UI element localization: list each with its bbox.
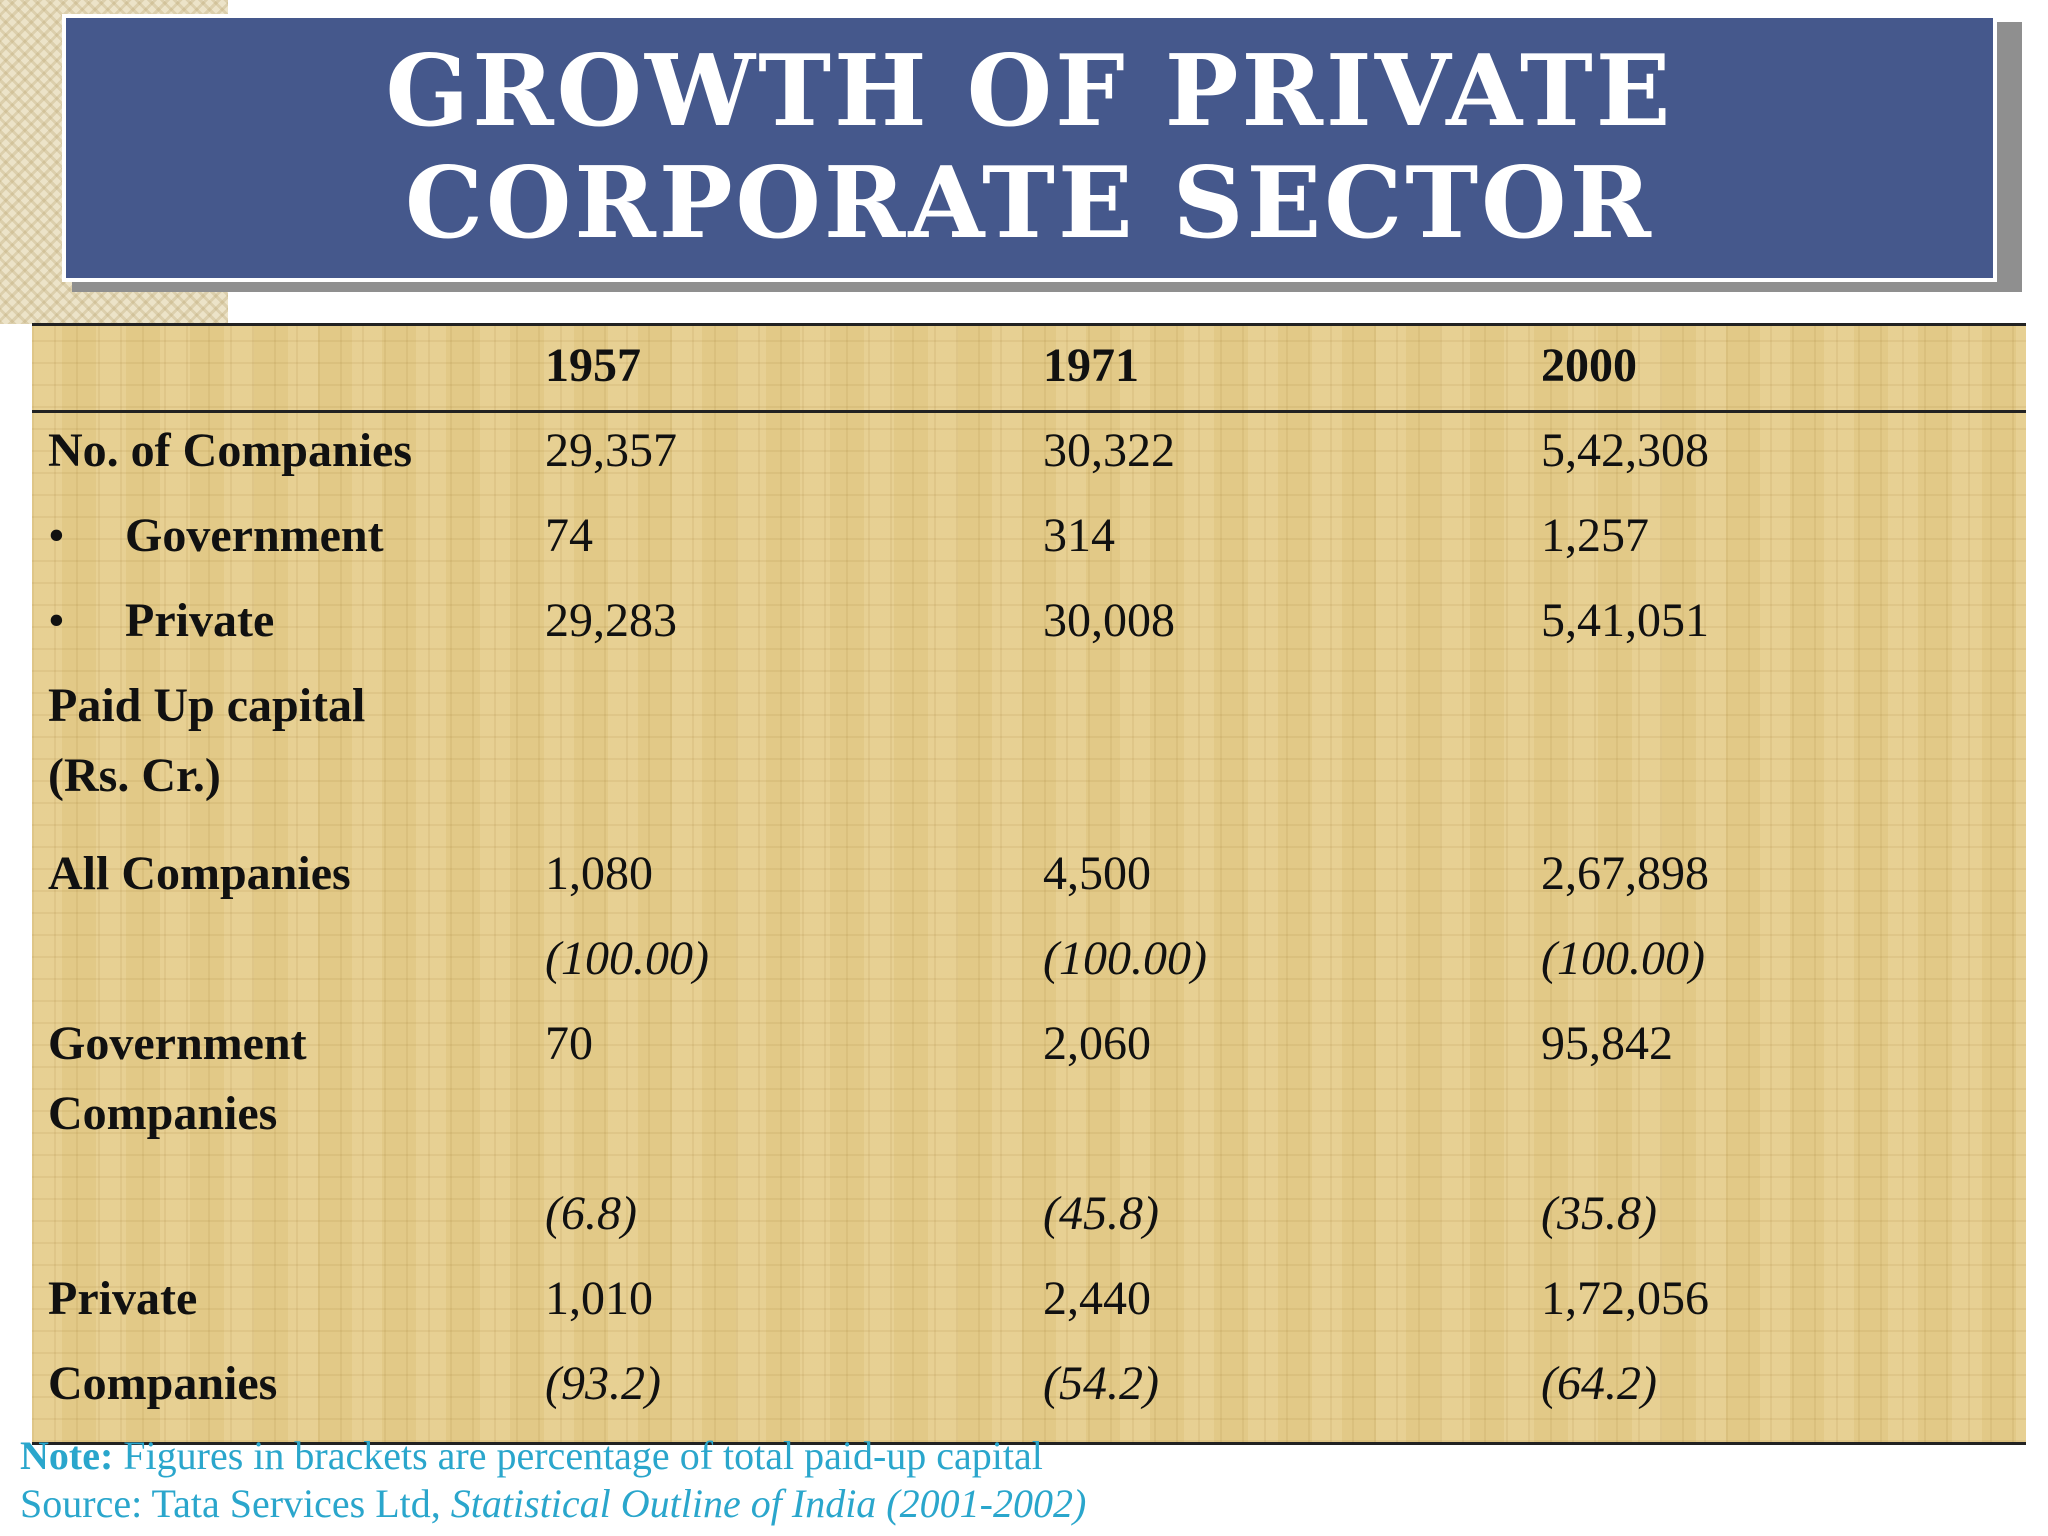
column-header-2000: 2000 <box>1541 339 1637 392</box>
row-label-private-companies: Private <box>48 1272 198 1325</box>
cell-gov-companies-pct-2000: (35.8) <box>1541 1187 1657 1240</box>
cell-all-companies-1971: 4,500 <box>1043 847 1151 900</box>
cell-private-1971: 30,008 <box>1043 594 1175 647</box>
slide-title: Growth of Private Corporate Sector <box>385 34 1674 261</box>
row-label-private: Private <box>125 594 275 647</box>
data-table <box>32 323 2026 1445</box>
title-banner: Growth of Private Corporate Sector <box>62 14 1997 282</box>
bullet-icon: • <box>48 594 65 647</box>
cell-private-companies-1971: 2,440 <box>1043 1272 1151 1325</box>
row-label-paid-up-unit: (Rs. Cr.) <box>48 749 221 802</box>
cell-gov-companies-1957: 70 <box>545 1017 593 1070</box>
cell-companies-2000: 5,42,308 <box>1541 424 1709 477</box>
bullet-icon: • <box>48 509 65 562</box>
footer-source: Source: Tata Services Ltd, Statistical O… <box>20 1480 1086 1528</box>
cell-gov-companies-2000: 95,842 <box>1541 1017 1673 1070</box>
cell-all-companies-pct-2000: (100.00) <box>1541 932 1705 985</box>
row-label-paid-up-capital: Paid Up capital <box>48 679 366 732</box>
column-header-1957: 1957 <box>545 339 641 392</box>
footer-note: Note: Figures in brackets are percentage… <box>20 1432 1043 1480</box>
row-label-government-companies-line2: Companies <box>48 1087 278 1140</box>
cell-private-companies-pct-2000: (64.2) <box>1541 1357 1657 1410</box>
header-divider <box>32 410 2026 413</box>
cell-private-companies-pct-1971: (54.2) <box>1043 1357 1159 1410</box>
cell-companies-1957: 29,357 <box>545 424 677 477</box>
row-label-companies: No. of Companies <box>48 424 413 477</box>
note-text: Figures in brackets are percentage of to… <box>113 1433 1043 1478</box>
row-label-all-companies: All Companies <box>48 847 351 900</box>
cell-all-companies-pct-1957: (100.00) <box>545 932 709 985</box>
cell-gov-companies-1971: 2,060 <box>1043 1017 1151 1070</box>
cell-all-companies-pct-1971: (100.00) <box>1043 932 1207 985</box>
cell-companies-1971: 30,322 <box>1043 424 1175 477</box>
source-prefix: Source: Tata Services Ltd, <box>20 1481 451 1526</box>
cell-private-2000: 5,41,051 <box>1541 594 1709 647</box>
row-label-government: Government <box>125 509 384 562</box>
cell-government-1971: 314 <box>1043 509 1115 562</box>
cell-government-1957: 74 <box>545 509 593 562</box>
cell-private-1957: 29,283 <box>545 594 677 647</box>
cell-all-companies-1957: 1,080 <box>545 847 653 900</box>
cell-all-companies-2000: 2,67,898 <box>1541 847 1709 900</box>
cell-private-companies-2000: 1,72,056 <box>1541 1272 1709 1325</box>
source-title: Statistical Outline of India (2001-2002) <box>450 1481 1087 1526</box>
cell-private-companies-pct-1957: (93.2) <box>545 1357 661 1410</box>
cell-gov-companies-pct-1957: (6.8) <box>545 1187 637 1240</box>
column-header-1971: 1971 <box>1043 339 1139 392</box>
cell-gov-companies-pct-1971: (45.8) <box>1043 1187 1159 1240</box>
cell-private-companies-1957: 1,010 <box>545 1272 653 1325</box>
row-label-government-companies: Government <box>48 1017 307 1070</box>
cell-government-2000: 1,257 <box>1541 509 1649 562</box>
row-label-private-companies-line2: Companies <box>48 1357 278 1410</box>
note-label: Note: <box>20 1433 114 1478</box>
